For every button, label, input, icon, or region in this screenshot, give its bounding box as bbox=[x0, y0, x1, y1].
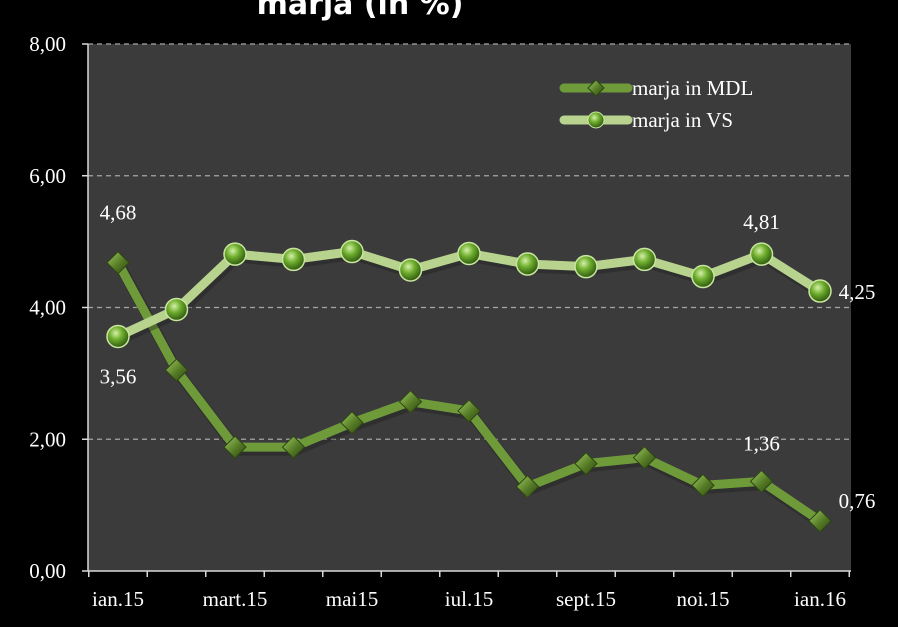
circle-marker bbox=[164, 297, 189, 322]
y-tick-label: 0,00 bbox=[29, 559, 66, 583]
legend-entry-label: marja in MDL bbox=[632, 76, 753, 100]
diamond-marker bbox=[281, 435, 306, 459]
circle-marker bbox=[106, 324, 130, 349]
data-labels: 4,68 3,56 4,81 4,25 1,36 0,76 bbox=[100, 201, 876, 513]
legend-circle-marker bbox=[587, 111, 605, 129]
x-tick-label: mai15 bbox=[326, 587, 379, 611]
diamond-marker bbox=[340, 411, 364, 435]
diamond-marker bbox=[223, 435, 247, 459]
y-tick-label: 6,00 bbox=[29, 164, 66, 188]
circle-marker bbox=[574, 254, 598, 279]
x-tick-label: ian.15 bbox=[92, 587, 144, 611]
data-label: 4,25 bbox=[839, 280, 876, 304]
data-label: 4,68 bbox=[100, 201, 137, 225]
data-label: 1,36 bbox=[743, 431, 780, 455]
y-tick-label: 2,00 bbox=[29, 427, 66, 451]
data-label: 0,76 bbox=[839, 489, 876, 513]
y-tick-label: 4,00 bbox=[29, 296, 66, 320]
series-marja-in-mdl bbox=[106, 250, 832, 533]
data-label: 4,81 bbox=[743, 210, 780, 234]
diamond-marker bbox=[457, 399, 481, 423]
circle-marker bbox=[691, 264, 715, 289]
diamond-marker bbox=[515, 474, 540, 499]
circle-marker bbox=[632, 247, 657, 272]
diamond-marker bbox=[632, 445, 657, 470]
diamond-marker bbox=[808, 509, 832, 533]
x-tick-label: mart.15 bbox=[203, 587, 268, 611]
x-tick-label: iul.15 bbox=[445, 587, 493, 611]
data-label: 3,56 bbox=[100, 364, 137, 388]
axes: 0,00 2,00 4,00 6,00 8,00 ian.15 mart.15 mai15 iu… bbox=[29, 32, 851, 611]
series-marja-in-vs bbox=[106, 239, 832, 349]
x-tick-label: ian.16 bbox=[794, 587, 846, 611]
x-tick-label: sept.15 bbox=[556, 587, 616, 611]
series-layer bbox=[106, 239, 832, 533]
circle-marker bbox=[515, 252, 540, 276]
legend-entry-label: marja in VS bbox=[632, 108, 733, 132]
chart-title: marja (in %) bbox=[257, 0, 464, 22]
diamond-marker bbox=[749, 469, 774, 494]
circle-marker bbox=[808, 279, 832, 303]
diamond-marker bbox=[106, 250, 130, 275]
diamond-marker bbox=[691, 473, 715, 498]
circle-marker bbox=[749, 242, 774, 266]
x-tick-label: noi.15 bbox=[676, 587, 729, 611]
diamond-marker bbox=[164, 358, 189, 382]
circle-marker bbox=[340, 239, 364, 264]
diamond-marker bbox=[398, 389, 423, 414]
circle-marker bbox=[398, 258, 423, 282]
legend: marja in MDL marja in VS bbox=[559, 76, 753, 132]
circle-marker bbox=[223, 242, 247, 266]
gridlines bbox=[88, 43, 851, 440]
y-tick-label: 8,00 bbox=[29, 32, 66, 56]
legend-diamond-marker bbox=[587, 79, 605, 97]
circle-marker bbox=[457, 241, 481, 266]
circle-marker bbox=[281, 247, 306, 272]
diamond-marker bbox=[574, 451, 598, 476]
